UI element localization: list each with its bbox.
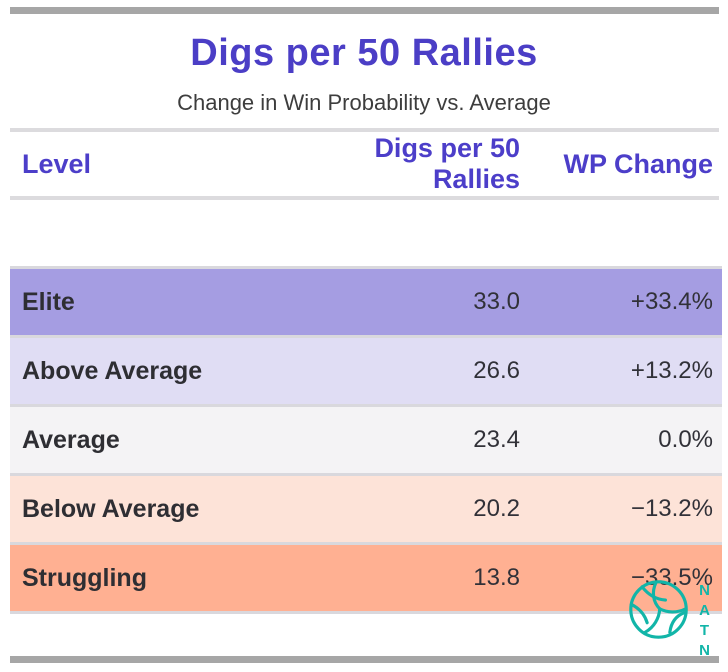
column-header-wp-change: WP Change [563,148,713,179]
level-cell: Elite [22,287,75,316]
table-header-row: Level Digs per 50 Rallies WP Change [10,132,722,196]
header-bottom-divider [10,196,719,200]
wp-change-cell: 0.0% [658,426,713,453]
table-row: Struggling 13.8 −33.5% [10,545,722,614]
column-header-level: Level [22,148,92,179]
wp-change-cell: +33.4% [630,288,713,315]
page-subtitle: Change in Win Probability vs. Average [177,90,551,115]
table-row: Above Average 26.6 +13.2% [10,338,722,407]
table-body: Elite 33.0 +33.4% Above Average 26.6 +13… [10,200,722,614]
digs-cell: 13.8 [473,564,520,591]
bottom-frame-bar [10,656,719,663]
brand-logo: NATN [627,578,713,662]
level-cell: Average [22,425,120,454]
column-header-digs: Digs per 50 Rallies [374,133,520,194]
level-cell: Struggling [22,563,147,592]
volleyball-icon [629,580,688,639]
top-frame-bar [10,7,719,14]
level-cell: Above Average [22,356,203,385]
table-row: Elite 33.0 +33.4% [10,269,722,338]
digs-cell: 26.6 [473,357,520,384]
digs-cell: 33.0 [473,288,520,315]
wp-change-cell: +13.2% [630,357,713,384]
table-row: Average 23.4 0.0% [10,407,722,476]
table-row [10,200,722,269]
digs-cell: 23.4 [473,426,520,453]
header-top-divider [10,128,719,132]
page-title: Digs per 50 Rallies [190,32,538,74]
table-row: Below Average 20.2 −13.2% [10,476,722,545]
brand-logo-text: NATN [696,582,713,662]
digs-cell: 20.2 [473,495,520,522]
wp-change-cell: −13.2% [630,495,713,522]
level-cell: Below Average [22,494,200,523]
